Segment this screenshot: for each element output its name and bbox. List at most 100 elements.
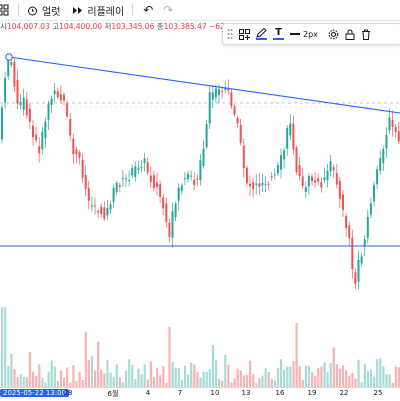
candle-body — [100, 206, 103, 214]
volume-bar — [146, 379, 149, 387]
undo-icon[interactable]: ↶ — [143, 3, 154, 17]
volume-bar — [307, 366, 311, 387]
volume-bar — [165, 382, 168, 387]
volume-bar — [363, 364, 366, 387]
candle-body — [239, 124, 242, 143]
layout-grid-icon[interactable] — [0, 4, 10, 16]
volume-bar — [131, 364, 134, 387]
replay-label: 리플레이 — [87, 6, 125, 18]
volume-bar — [72, 365, 75, 387]
candle-body — [249, 183, 251, 187]
candle-body — [50, 98, 53, 105]
volume-bar — [394, 366, 397, 387]
candle-body — [10, 62, 13, 66]
candle-body — [323, 177, 326, 181]
candle-body — [131, 168, 134, 176]
candle-body — [140, 167, 143, 169]
candle-body — [218, 89, 220, 95]
trendline-drawing[interactable] — [8, 56, 400, 114]
volume-bar — [10, 354, 13, 387]
volume-bar — [152, 376, 156, 387]
volume-bar — [335, 364, 338, 387]
candle-body — [208, 92, 211, 124]
candlesticks — [1, 54, 400, 290]
volume-bar — [289, 366, 292, 387]
alarm-clock-icon — [27, 5, 38, 16]
candle-body — [38, 146, 41, 154]
lock-icon[interactable] — [345, 26, 355, 42]
volume-bar — [218, 378, 221, 387]
line-color-button[interactable] — [256, 26, 267, 42]
candle-body — [44, 121, 47, 139]
volume-bar — [255, 382, 258, 387]
candle-body — [360, 256, 363, 264]
volume-bar — [230, 382, 233, 387]
redo-icon[interactable]: ↷ — [163, 3, 174, 17]
volume-bar — [391, 382, 394, 387]
replay-icon — [72, 5, 83, 16]
candle-body — [16, 79, 19, 104]
volume-bar — [261, 375, 264, 387]
candle-body — [276, 165, 279, 174]
volume-bar — [47, 371, 50, 387]
candle-body — [103, 207, 106, 219]
candle-body — [35, 134, 38, 141]
candle-body — [196, 178, 199, 180]
text-color-button[interactable]: T — [273, 26, 284, 42]
volume-bar — [317, 368, 320, 387]
volume-bar — [69, 382, 72, 387]
template-icon[interactable] — [239, 26, 250, 42]
volume-bar — [56, 380, 59, 387]
trash-icon[interactable] — [361, 26, 371, 42]
volume-bar — [311, 372, 314, 387]
candle-body — [357, 259, 360, 282]
time-axis[interactable]: 2025-05-22 13:00 28 6월 4 7 10 13 16 19 2… — [0, 387, 400, 401]
volume-bar — [196, 372, 199, 387]
volume-bar — [373, 376, 376, 387]
candle-body — [81, 159, 84, 178]
settings-gear-icon[interactable] — [328, 26, 339, 42]
high-label: 고 — [52, 22, 60, 31]
volume-bar — [171, 361, 174, 387]
axis-tick-label: 7 — [177, 389, 183, 397]
volume-bar — [7, 366, 10, 387]
volume-bar — [280, 359, 283, 387]
candle-body — [25, 99, 28, 116]
candle-body — [332, 167, 335, 171]
candle-body — [143, 158, 146, 164]
candle-body — [273, 174, 276, 176]
candle-body — [391, 119, 394, 127]
line-width-icon — [290, 33, 300, 35]
candle-body — [326, 170, 329, 181]
replay-button[interactable]: 리플레이 — [72, 3, 124, 18]
volume-bar — [338, 368, 342, 387]
candle-body — [187, 173, 189, 180]
candle-body — [289, 123, 292, 136]
volume-bar — [342, 365, 345, 387]
candle-body — [149, 175, 152, 182]
alert-button[interactable]: 얼럿 — [27, 3, 60, 18]
drag-handle-icon[interactable] — [227, 26, 233, 42]
candle-body — [307, 176, 310, 187]
volume-bar — [329, 362, 332, 387]
volume-bar — [224, 354, 227, 387]
volume-bar — [137, 368, 140, 387]
volume-bar — [87, 360, 90, 387]
volume-bar — [276, 368, 280, 387]
axis-tick-label: 6월 — [107, 390, 119, 398]
trendline-anchor-handle[interactable] — [5, 53, 13, 61]
line-width-button[interactable]: 2px — [290, 26, 318, 42]
volume-bar — [66, 367, 69, 387]
axis-tick-label: 16 — [275, 389, 285, 397]
volume-bar — [38, 364, 41, 387]
volume-bar — [112, 376, 115, 387]
volume-bar — [159, 375, 162, 387]
candle-body — [75, 149, 78, 155]
volume-bar — [292, 361, 295, 387]
volume-bar — [19, 374, 22, 387]
volume-bar — [78, 372, 81, 387]
volume-bar — [233, 378, 236, 387]
close-label: 종 — [156, 22, 164, 31]
candle-body — [28, 108, 31, 122]
